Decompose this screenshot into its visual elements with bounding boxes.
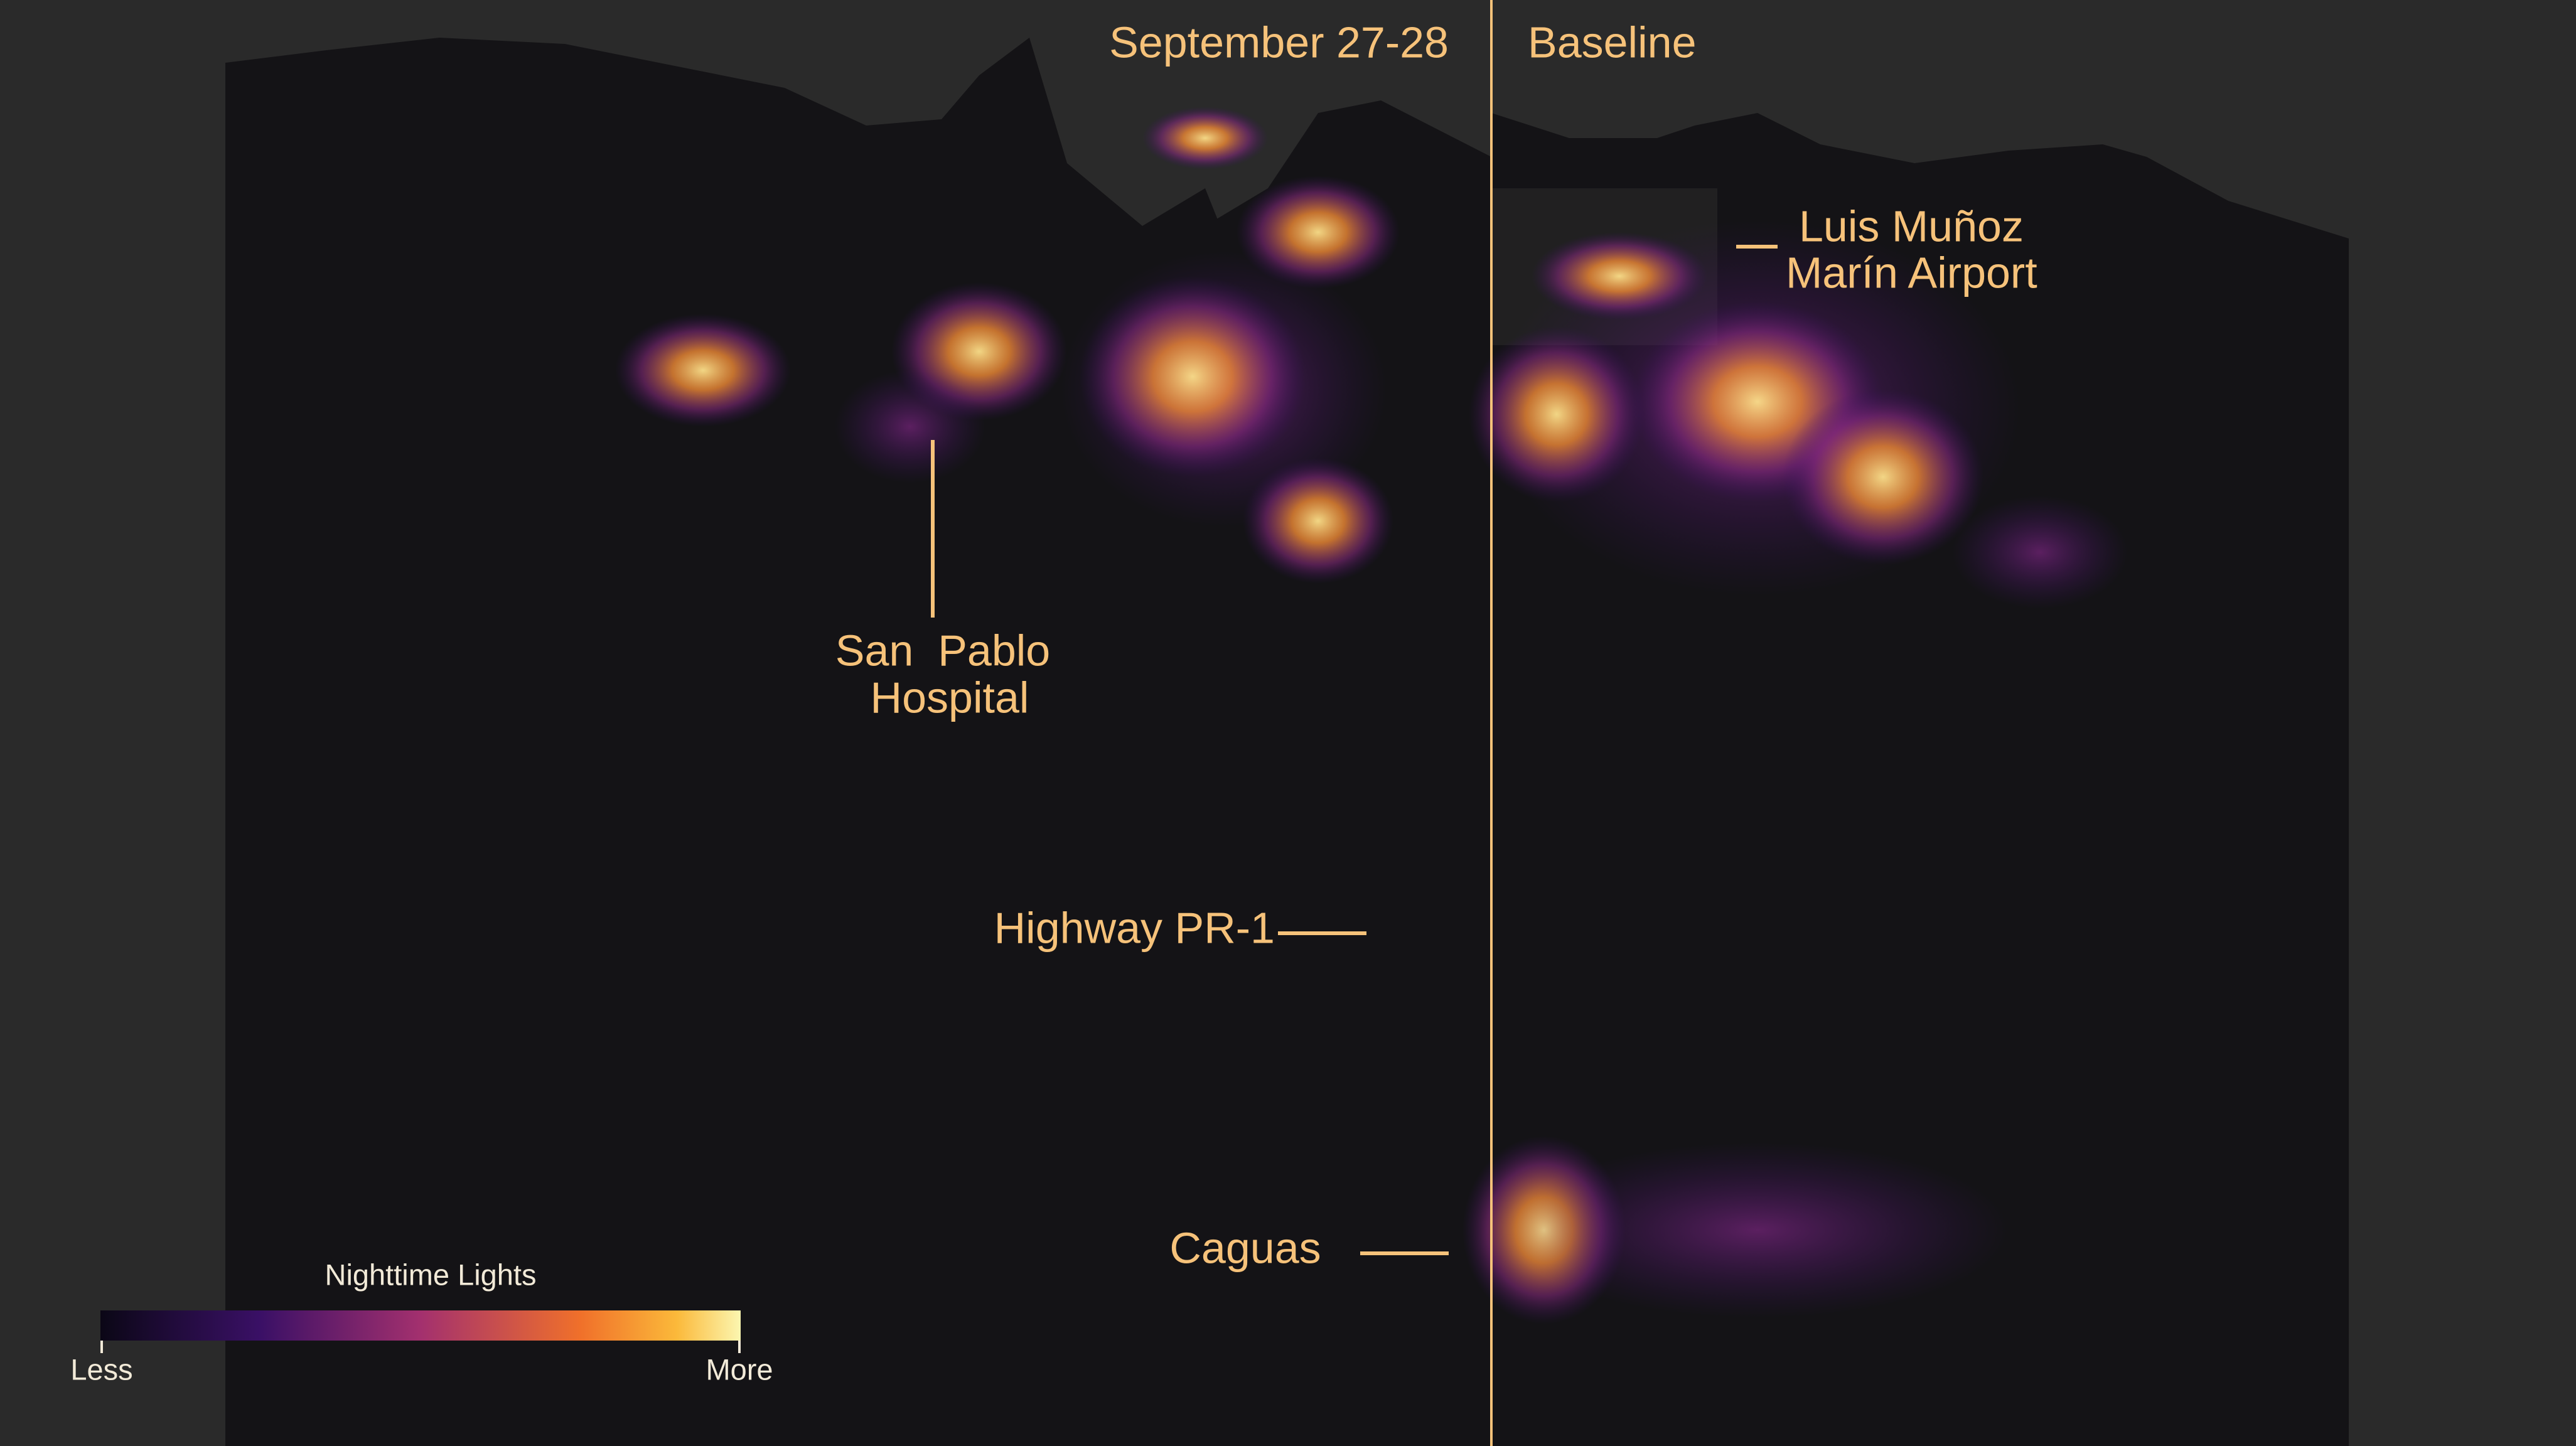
legend-max: More: [706, 1352, 773, 1386]
annotation: Hospital: [871, 673, 1029, 722]
left-panel-label: September 27-28: [1109, 18, 1449, 67]
night-lights: [615, 107, 2128, 1324]
color-ramp: [100, 1310, 741, 1341]
legend-title: Nighttime Lights: [325, 1258, 537, 1291]
legend: Nighttime Lights Less More: [70, 1258, 773, 1386]
annotation: San Pablo: [835, 626, 1050, 675]
annotation: Luis Muñoz: [1799, 201, 2024, 250]
legend-min: Less: [70, 1352, 132, 1386]
annotation: Highway PR-1: [994, 903, 1275, 952]
annotation: Marín Airport: [1786, 248, 2037, 297]
annotation: Caguas: [1169, 1223, 1321, 1272]
right-panel-label: Baseline: [1528, 18, 1697, 67]
